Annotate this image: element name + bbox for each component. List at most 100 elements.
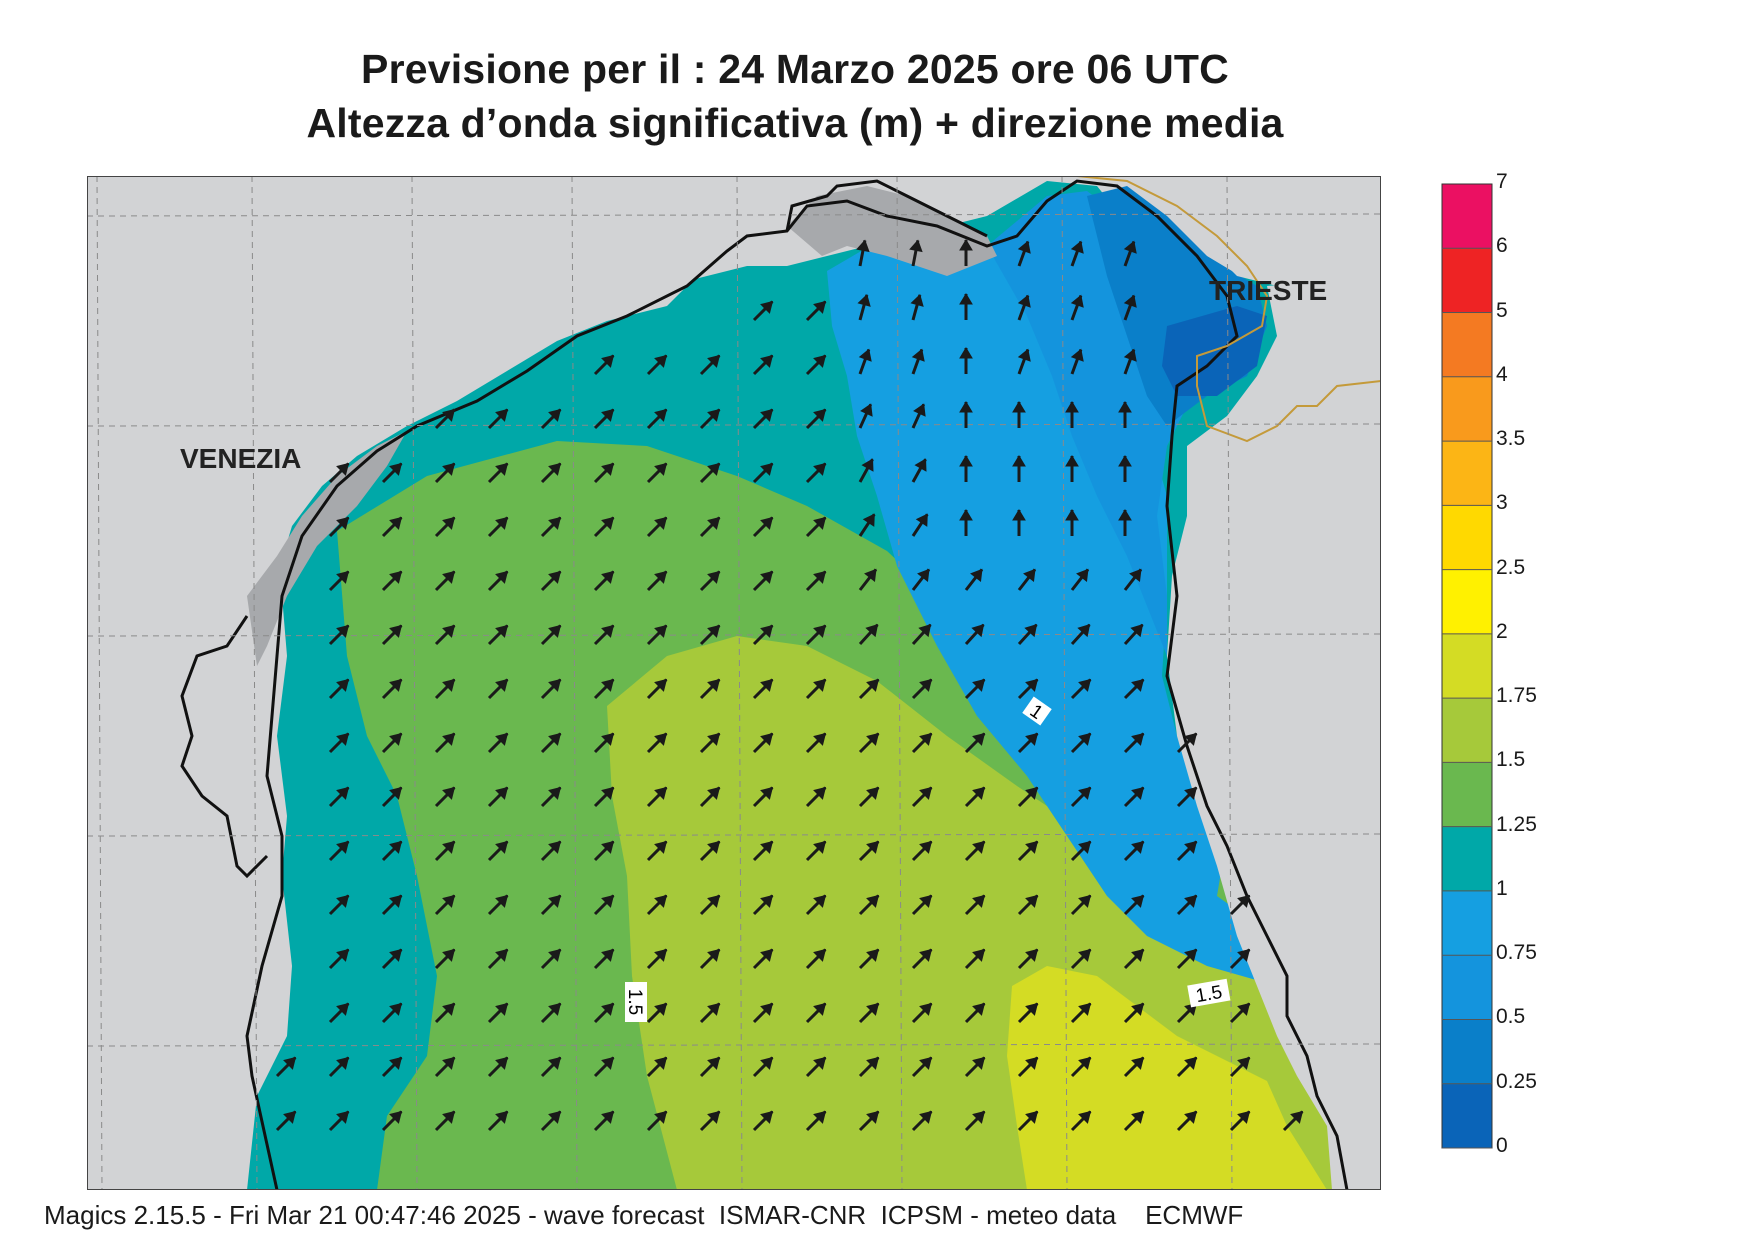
colorbar-tick-label: 7 (1496, 170, 1508, 193)
wave-direction-arrow (1123, 294, 1137, 321)
wave-direction-arrow (328, 1110, 350, 1132)
coastline (245, 179, 1349, 1190)
wave-direction-arrow (858, 894, 880, 916)
svg-text:1.5: 1.5 (624, 989, 645, 1015)
wave-direction-arrow (487, 570, 509, 592)
wave-direction-arrow (752, 1002, 774, 1024)
wave-direction-arrow (1070, 568, 1090, 591)
wave-direction-arrow (1065, 401, 1079, 428)
colorbar-tick-label: 1 (1496, 876, 1508, 900)
wave-direction-arrow (328, 1002, 350, 1024)
wave-direction-arrow (752, 948, 774, 970)
wave-direction-arrow (805, 624, 827, 646)
wave-direction-arrow (1123, 732, 1145, 754)
wave-direction-arrow (1065, 509, 1079, 536)
wave-direction-arrow (434, 408, 456, 430)
wave-direction-arrow (646, 570, 668, 592)
wave-direction-arrow (646, 1056, 668, 1078)
wave-direction-arrow (593, 1002, 615, 1024)
istria-land (1167, 276, 1381, 1190)
wave-direction-arrow (911, 348, 925, 375)
wave-direction-arrow (434, 1002, 456, 1024)
wave-direction-arrow (381, 948, 403, 970)
wave-direction-arrow (381, 462, 403, 484)
wave-direction-arrow (752, 732, 774, 754)
wave-direction-arrow (1229, 948, 1251, 970)
wave-direction-arrow (328, 678, 350, 700)
wave-direction-arrow (328, 624, 350, 646)
wave-direction-arrow (1012, 455, 1026, 482)
wave-direction-arrow (593, 678, 615, 700)
wave-direction-arrow (857, 293, 871, 321)
wave-direction-arrow (752, 516, 774, 538)
wave-direction-arrow (434, 732, 456, 754)
wave-direction-arrow (805, 354, 827, 376)
wave-direction-arrow (699, 786, 721, 808)
wave-direction-arrow (858, 513, 876, 537)
wave-direction-arrow (699, 1056, 721, 1078)
wave-direction-arrow (858, 348, 872, 375)
wave-direction-arrow (487, 408, 509, 430)
wave-direction-arrow (1070, 623, 1091, 646)
wave-direction-arrow (752, 840, 774, 862)
wave-direction-arrow (434, 570, 456, 592)
wave-direction-arrow (540, 1002, 562, 1024)
wave-direction-arrow (540, 840, 562, 862)
wave-direction-arrow (964, 568, 984, 591)
wave-direction-arrow (959, 347, 973, 374)
wave-direction-arrow (487, 1110, 509, 1132)
wave-direction-arrow (856, 239, 870, 267)
wave-direction-arrow (911, 894, 933, 916)
wave-direction-arrow (911, 732, 933, 754)
wave-direction-arrow (381, 894, 403, 916)
wave-direction-arrow (381, 732, 403, 754)
wave-direction-arrow (858, 786, 880, 808)
wave-direction-arrow (1012, 509, 1026, 536)
wave-direction-arrow (911, 678, 933, 700)
colorbar-tick-label: 4 (1496, 362, 1508, 386)
wave-direction-arrow (1070, 894, 1092, 916)
wave-direction-arrow (1176, 948, 1198, 970)
wave-direction-arrow (434, 1056, 456, 1078)
wave-direction-arrow (646, 624, 668, 646)
wave-direction-arrow (646, 948, 668, 970)
wave-direction-arrow (699, 678, 721, 700)
wave-height-map: 1 1.5 1.5 VENEZIA TRIESTE (87, 176, 1381, 1190)
wave-direction-arrow (858, 678, 880, 700)
wave-direction-arrow (858, 1002, 880, 1024)
wave-direction-arrow (752, 1056, 774, 1078)
wave-direction-arrow (805, 516, 827, 538)
wave-direction-arrow (858, 623, 879, 646)
wave-direction-arrow (1123, 240, 1137, 267)
wave-direction-arrow (328, 570, 350, 592)
contour-label-1.5-west: 1.5 (624, 982, 647, 1022)
wave-direction-arrow (1123, 948, 1145, 970)
wave-direction-arrow (1070, 786, 1092, 808)
wave-direction-arrow (487, 948, 509, 970)
colorbar-tick-label: 3 (1496, 491, 1508, 515)
wave-direction-arrow (593, 462, 615, 484)
colorbar-tick-label: 3.5 (1496, 427, 1526, 451)
wave-direction-arrow (959, 401, 973, 428)
wave-direction-arrow (1065, 455, 1079, 482)
gulf-trieste-north-land (987, 176, 1381, 286)
wave-direction-arrow (909, 239, 923, 267)
wave-direction-arrow (752, 786, 774, 808)
colorbar-tick-label: 0 (1496, 1134, 1508, 1157)
wave-direction-arrow (1070, 678, 1092, 700)
wave-direction-arrow (805, 408, 827, 430)
wave-direction-arrow (646, 786, 668, 808)
map-frame (87, 176, 1381, 1190)
colorbar-swatch (1442, 955, 1492, 1020)
wave-direction-arrow (593, 570, 615, 592)
wave-direction-arrow (752, 354, 774, 376)
wave-direction-arrow (752, 624, 774, 646)
wave-direction-arrow (328, 516, 350, 538)
wave-direction-arrow (858, 1110, 880, 1132)
wave-direction-arrow (1176, 1056, 1198, 1078)
wave-direction-arrow (540, 786, 562, 808)
wave-direction-arrow (540, 948, 562, 970)
wave-direction-arrow (540, 570, 562, 592)
wave-direction-arrow (1118, 455, 1132, 482)
wave-direction-arrow (1176, 894, 1198, 916)
